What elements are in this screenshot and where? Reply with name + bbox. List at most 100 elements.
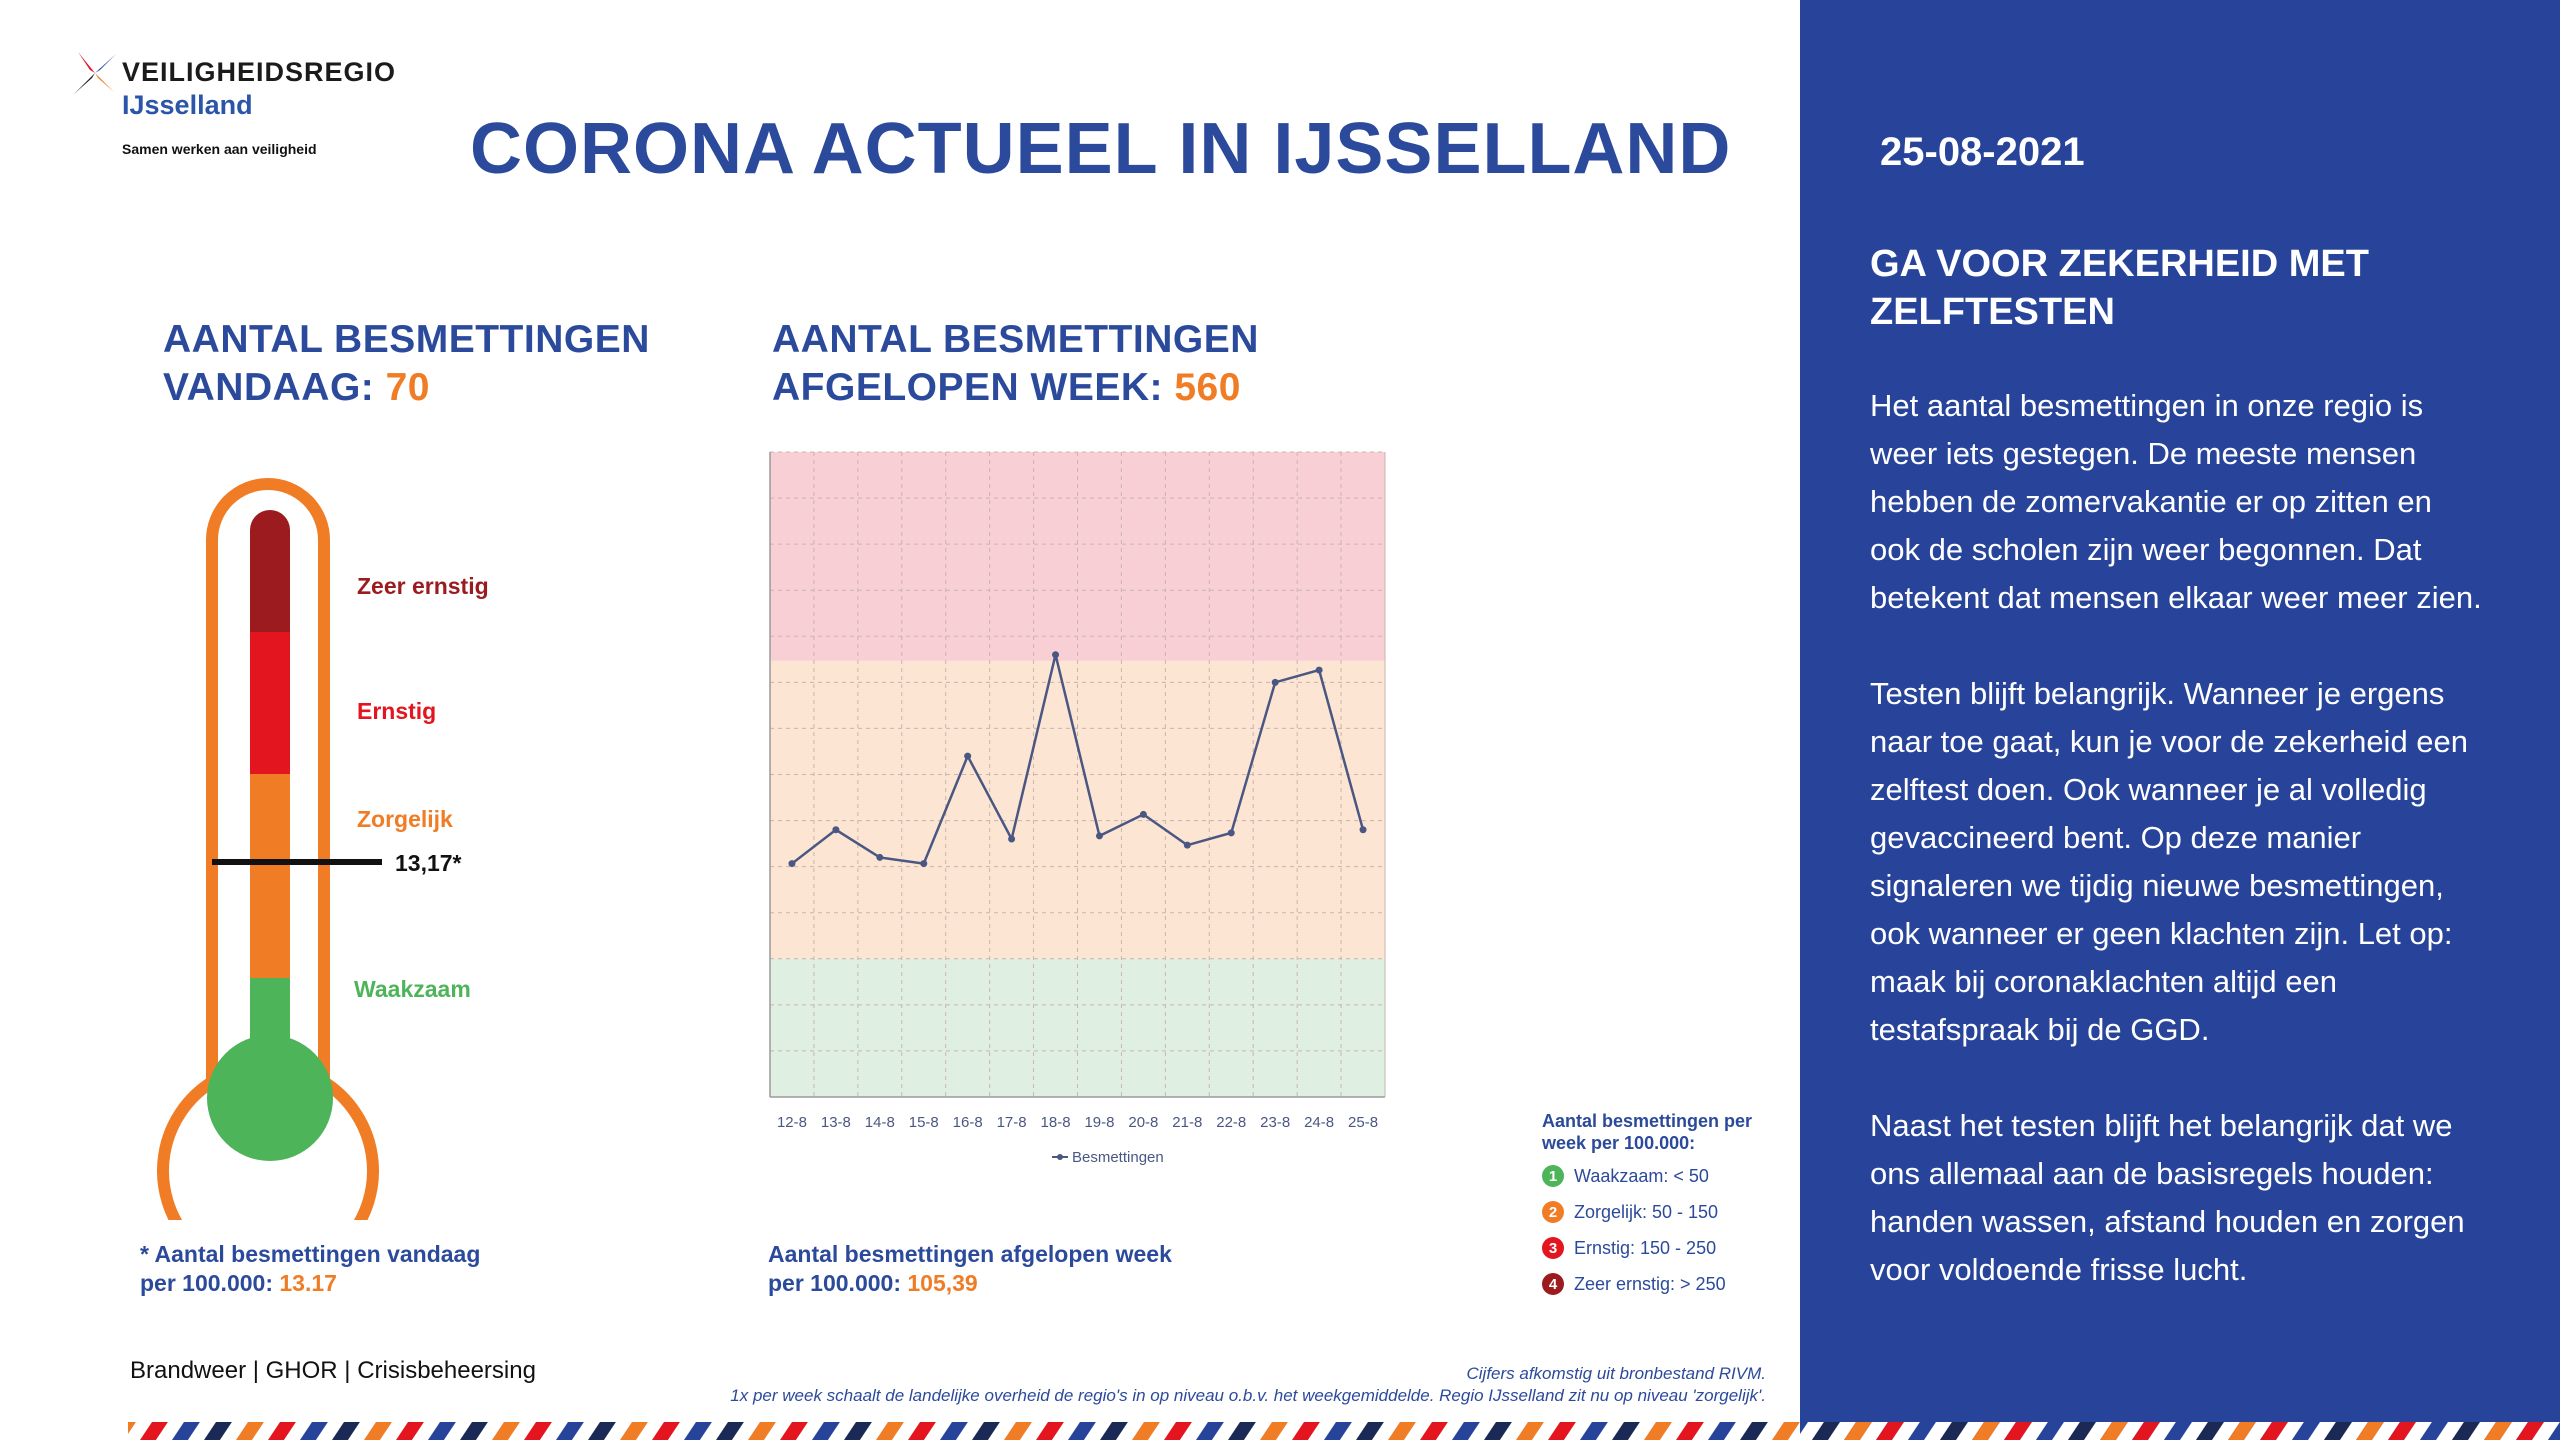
sidebar-panel bbox=[1800, 0, 2560, 1440]
stripe-segment bbox=[2116, 1422, 2144, 1440]
stripe-segment bbox=[908, 1422, 936, 1440]
today-label: VANDAAG: bbox=[163, 366, 386, 409]
stripe-segment bbox=[716, 1422, 744, 1440]
stripe-segment bbox=[940, 1422, 968, 1440]
stripe-segment bbox=[2436, 1422, 2464, 1440]
stripe-segment bbox=[284, 1422, 312, 1440]
stripe-segment bbox=[812, 1422, 840, 1440]
data-point bbox=[832, 826, 840, 834]
level-legend-item: 3 Ernstig: 150 - 250 bbox=[1542, 1237, 1716, 1259]
sidebar-heading: GA VOOR ZEKERHEID MET ZELFTESTEN bbox=[1870, 243, 2369, 333]
stripe-segment bbox=[1812, 1422, 1840, 1440]
level-legend-item: 4 Zeer ernstig: > 250 bbox=[1542, 1273, 1726, 1295]
stripe-segment bbox=[2148, 1422, 2176, 1440]
stripe-segment bbox=[1052, 1422, 1080, 1440]
data-point bbox=[1315, 666, 1323, 674]
level-legend-label: Waakzaam: < 50 bbox=[1574, 1165, 1709, 1186]
week-footnote: Aantal besmettingen afgelopen week per 1… bbox=[768, 1240, 1172, 1298]
stripe-segment bbox=[1692, 1422, 1720, 1440]
stripe-segment bbox=[2276, 1422, 2304, 1440]
today-footnote-label: per 100.000: bbox=[140, 1270, 280, 1296]
stripe-segment bbox=[2292, 1422, 2320, 1440]
level-zeer-ernstig: Zeer ernstig bbox=[357, 573, 489, 599]
data-point bbox=[788, 860, 796, 868]
stripe-segment bbox=[1660, 1422, 1688, 1440]
stripe-segment bbox=[2420, 1422, 2448, 1440]
stripe-segment bbox=[2324, 1422, 2352, 1440]
stripe-segment bbox=[828, 1422, 856, 1440]
today-footnote: * Aantal besmettingen vandaag per 100.00… bbox=[140, 1240, 480, 1298]
x-tick-label: 25-8 bbox=[1348, 1114, 1378, 1131]
stripe-segment bbox=[172, 1422, 200, 1440]
sidebar-paragraph: Naast het testen blijft het belangrijk d… bbox=[1870, 1108, 2465, 1287]
stripe-segment bbox=[2244, 1422, 2272, 1440]
stripe-segment bbox=[1228, 1422, 1256, 1440]
stripe-segment bbox=[1340, 1422, 1368, 1440]
footer-source: Cijfers afkomstig uit bronbestand RIVM. … bbox=[640, 1363, 1766, 1407]
stripe-segment bbox=[1148, 1422, 1176, 1440]
stripe-segment bbox=[1020, 1422, 1048, 1440]
stripe-segment bbox=[2180, 1422, 2208, 1440]
chart-legend: Besmettingen bbox=[1052, 1149, 1164, 1166]
data-point bbox=[1008, 835, 1016, 843]
stripe-segment bbox=[1244, 1422, 1272, 1440]
stripe-segment bbox=[128, 1422, 152, 1440]
stripe-segment bbox=[1940, 1422, 1968, 1440]
stripe-segment bbox=[476, 1422, 504, 1440]
stripe-segment bbox=[1260, 1422, 1288, 1440]
date-label: 25-08-2021 bbox=[1880, 130, 2085, 174]
level-1-icon: 1 bbox=[1542, 1165, 1564, 1187]
stripe-segment bbox=[204, 1422, 232, 1440]
stripe-segment bbox=[1532, 1422, 1560, 1440]
data-point bbox=[920, 860, 928, 868]
stripe-segment bbox=[2356, 1422, 2384, 1440]
stripe-segment bbox=[2532, 1422, 2560, 1440]
stripe-segment bbox=[2004, 1422, 2032, 1440]
x-tick-label: 16-8 bbox=[953, 1114, 983, 1131]
stripe-segment bbox=[1372, 1422, 1400, 1440]
today-footnote-line2: per 100.000: 13.17 bbox=[140, 1269, 480, 1298]
level-legend-title: Aantal besmettingen per week per 100.000… bbox=[1542, 1111, 1753, 1153]
level-zorgelijk: Zorgelijk bbox=[357, 806, 453, 832]
stripe-segment bbox=[748, 1422, 776, 1440]
stripe-segment bbox=[1420, 1422, 1448, 1440]
thermometer-marker-label: 13,17* bbox=[395, 850, 462, 876]
stripe-segment bbox=[1196, 1422, 1224, 1440]
stripe-segment bbox=[380, 1422, 408, 1440]
stripe-segment bbox=[1988, 1422, 2016, 1440]
stripe-segment bbox=[876, 1422, 904, 1440]
data-point bbox=[1095, 832, 1103, 840]
stripe-segment bbox=[2100, 1422, 2128, 1440]
week-value: 560 bbox=[1174, 366, 1241, 409]
stripe-segment bbox=[1292, 1422, 1320, 1440]
stripe-segment bbox=[1436, 1422, 1464, 1440]
stripe-segment bbox=[1628, 1422, 1656, 1440]
stripe-segment bbox=[1924, 1422, 1952, 1440]
stripe-segment bbox=[252, 1422, 280, 1440]
week-footnote-line1: Aantal besmettingen afgelopen week bbox=[768, 1241, 1172, 1267]
stripe-segment bbox=[636, 1422, 664, 1440]
stripe-segment bbox=[1548, 1422, 1576, 1440]
x-tick-label: 13-8 bbox=[821, 1114, 851, 1131]
airmail-stripe-border-sidebar bbox=[1800, 1422, 2560, 1440]
segment-ernstig bbox=[250, 632, 290, 776]
stripe-segment bbox=[140, 1422, 168, 1440]
stripe-segment bbox=[492, 1422, 520, 1440]
stripe-segment bbox=[2372, 1422, 2400, 1440]
stripe-segment bbox=[188, 1422, 216, 1440]
week-heading-line2: AFGELOPEN WEEK: 560 bbox=[772, 364, 1259, 412]
logo-title: VEILIGHEIDSREGIO bbox=[122, 57, 397, 87]
stripe-segment bbox=[1468, 1422, 1496, 1440]
stripe-segment bbox=[1356, 1422, 1384, 1440]
logo-tagline: Samen werken aan veiligheid bbox=[122, 141, 317, 157]
stripe-segment bbox=[2388, 1422, 2416, 1440]
data-point bbox=[1139, 810, 1147, 818]
stripe-segment bbox=[1132, 1422, 1160, 1440]
stripe-segment bbox=[1580, 1422, 1608, 1440]
week-footnote-value: 105,39 bbox=[907, 1270, 978, 1296]
stripe-segment bbox=[1956, 1422, 1984, 1440]
sidebar-paragraph: Testen blijft belangrijk. Wanneer je erg… bbox=[1870, 676, 2469, 1047]
stripe-segment bbox=[1212, 1422, 1240, 1440]
level-legend-label: Zeer ernstig: > 250 bbox=[1574, 1273, 1726, 1294]
stripe-segment bbox=[2260, 1422, 2288, 1440]
